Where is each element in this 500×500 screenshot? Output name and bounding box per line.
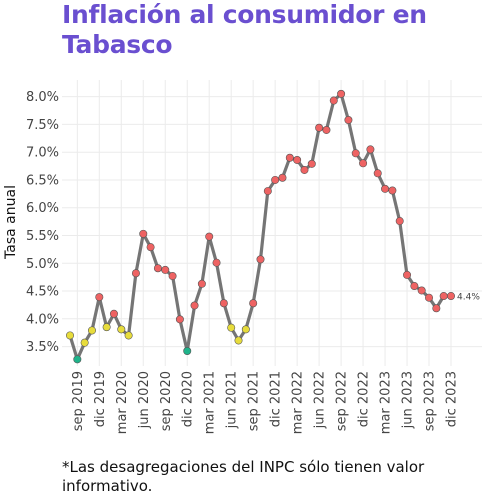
x-tick-label: mar 2023 [379, 371, 394, 434]
data-point [117, 325, 126, 334]
data-point [219, 299, 228, 308]
footnote: *Las desagregaciones del INPC sólo tiene… [62, 458, 425, 495]
data-point [190, 301, 199, 310]
data-point [381, 184, 390, 193]
x-tick-label: jun 2022 [313, 371, 328, 429]
data-point [249, 299, 258, 308]
data-point [329, 96, 338, 105]
data-point [124, 331, 133, 340]
data-point [395, 217, 404, 226]
data-point [183, 347, 192, 356]
data-point [80, 338, 89, 347]
data-point [205, 232, 214, 241]
data-point [307, 159, 316, 168]
data-point [95, 293, 104, 302]
x-tick-label: dic 2019 [93, 371, 108, 427]
data-point [351, 149, 360, 158]
end-value-label: 4.4% [457, 293, 480, 303]
data-point [278, 173, 287, 182]
x-tick-label: jun 2021 [225, 371, 240, 429]
data-point [102, 323, 111, 332]
data-point [425, 293, 434, 302]
data-point [153, 264, 162, 273]
y-tick-label: 4.5% [26, 285, 59, 300]
data-point [131, 269, 140, 278]
x-tick-label: dic 2022 [357, 371, 372, 427]
chart-title: Inflación al consumidor en Tabasco [62, 0, 427, 59]
x-tick-label: sep 2019 [71, 371, 86, 431]
x-tick-label: mar 2021 [203, 371, 218, 434]
x-tick-label: dic 2020 [181, 371, 196, 427]
data-point [403, 270, 412, 279]
data-point [146, 243, 155, 252]
data-point [285, 153, 294, 162]
data-point [359, 159, 368, 168]
grid-lines [62, 80, 482, 366]
x-tick-label: sep 2022 [335, 371, 350, 431]
x-axis-ticks: sep 2019 dic 2019 mar 2020 jun 2020 sep 2020… [71, 371, 460, 434]
x-tick-label: mar 2020 [115, 371, 130, 434]
y-tick-label: 6.5% [26, 173, 59, 188]
data-point [161, 265, 170, 274]
data-point [432, 304, 441, 313]
y-tick-label: 8.0% [26, 90, 59, 105]
inflation-line-chart: 3.5% 4.0% 4.5% 5.0% 5.5% 6.0% 6.5% 7.0% 7.5% 8.0%… [3, 80, 482, 434]
x-tick-label: jun 2020 [137, 371, 152, 429]
data-point [87, 326, 96, 335]
data-point [109, 309, 118, 318]
data-point [175, 315, 184, 324]
y-tick-label: 7.0% [26, 146, 59, 161]
data-point [263, 187, 272, 196]
y-tick-label: 7.5% [26, 118, 59, 133]
y-axis-ticks: 3.5% 4.0% 4.5% 5.0% 5.5% 6.0% 6.5% 7.0% 7.5% 8.0% [26, 90, 59, 355]
data-point [212, 258, 221, 267]
data-point [322, 125, 331, 134]
data-point [73, 355, 82, 364]
data-points [66, 89, 455, 364]
data-point [388, 186, 397, 195]
data-point [227, 323, 236, 332]
data-point [271, 175, 280, 184]
data-point [300, 165, 309, 174]
x-tick-label: sep 2021 [247, 371, 262, 431]
data-point [234, 336, 243, 345]
data-point [293, 155, 302, 164]
x-tick-label: dic 2023 [445, 371, 460, 427]
x-tick-label: dic 2021 [269, 371, 284, 427]
data-point [366, 145, 375, 154]
x-tick-label: mar 2022 [291, 371, 306, 434]
data-point [410, 282, 419, 291]
data-point [241, 325, 250, 334]
y-axis-label: Tasa anual [3, 185, 19, 260]
y-tick-label: 3.5% [26, 340, 59, 355]
series-line [68, 92, 453, 361]
x-tick-label: jun 2023 [401, 371, 416, 429]
data-point [66, 331, 75, 340]
data-point [197, 279, 206, 288]
data-point [344, 115, 353, 124]
data-point [446, 292, 455, 301]
data-point [256, 255, 265, 264]
y-tick-label: 5.0% [26, 257, 59, 272]
data-point [417, 286, 426, 295]
x-tick-label: sep 2023 [423, 371, 438, 431]
data-point [373, 169, 382, 178]
y-tick-label: 6.0% [26, 201, 59, 216]
data-point [168, 272, 177, 281]
y-tick-label: 4.0% [26, 312, 59, 327]
x-tick-label: sep 2020 [159, 371, 174, 431]
data-point [139, 229, 148, 238]
data-point [439, 292, 448, 301]
data-point [337, 89, 346, 98]
y-tick-label: 5.5% [26, 229, 59, 244]
data-point [315, 123, 324, 132]
